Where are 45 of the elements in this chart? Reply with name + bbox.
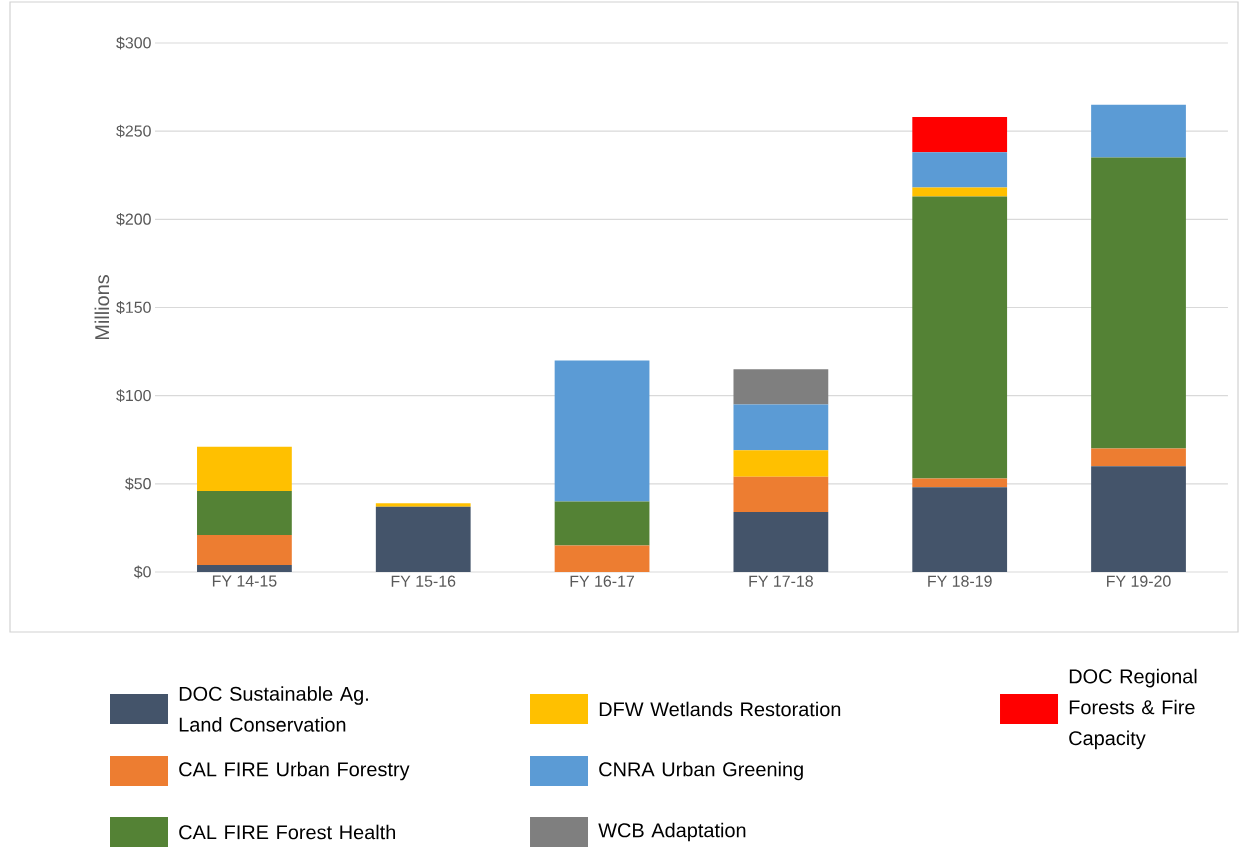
bar (912, 187, 1008, 197)
y-tick-label: $200 (116, 212, 151, 226)
x-tick-label: FY 16-17 (570, 575, 635, 587)
y-tick-label: $0 (133, 565, 151, 579)
bar (197, 564, 292, 572)
bar (733, 476, 829, 513)
y-tick-label: $50 (125, 477, 151, 491)
legend-label: WCB Adaptation (598, 822, 746, 842)
x-tick-label: FY 18-19 (928, 575, 992, 587)
bar (375, 506, 471, 572)
bar (733, 512, 829, 572)
legend-label: CAL FIRE Forest Health (179, 824, 396, 840)
bar (912, 117, 1008, 153)
bar (554, 360, 650, 502)
bar (733, 404, 829, 451)
bar (733, 450, 829, 477)
y-tick-label: $300 (116, 36, 151, 50)
y-tick-label: $250 (116, 124, 151, 138)
legend-label: DOC Sustainable Ag. Land Conservation (179, 686, 368, 732)
legend-label: DOC Regional Forests & Fire Capacity (1069, 668, 1197, 750)
bar (912, 152, 1008, 188)
bar (375, 503, 471, 507)
x-tick-label: FY 15-16 (391, 575, 456, 587)
bar (1091, 466, 1186, 572)
bar (912, 196, 1008, 479)
bar (1091, 448, 1186, 467)
x-tick-label: FY 14-15 (212, 575, 277, 587)
x-tick-label: FY 17-18 (749, 575, 813, 587)
y-tick-label: $150 (116, 301, 151, 314)
legend-label: CAL FIRE Urban Forestry (179, 761, 410, 781)
legend-label: DFW Wetlands Restoration (599, 701, 841, 717)
y-tick-label: $100 (116, 389, 151, 403)
legend-label: CNRA Urban Greening (599, 761, 803, 781)
x-tick-label: FY 19-20 (1107, 575, 1171, 587)
bar (554, 501, 650, 546)
y-axis-title: Millions (94, 275, 110, 340)
bar (912, 478, 1008, 488)
bar (1091, 104, 1186, 158)
bar (197, 446, 292, 491)
bar (197, 534, 292, 565)
bar (912, 487, 1008, 572)
bar (1091, 157, 1186, 449)
bar (197, 490, 292, 535)
bar (554, 545, 650, 572)
bar (733, 369, 829, 405)
